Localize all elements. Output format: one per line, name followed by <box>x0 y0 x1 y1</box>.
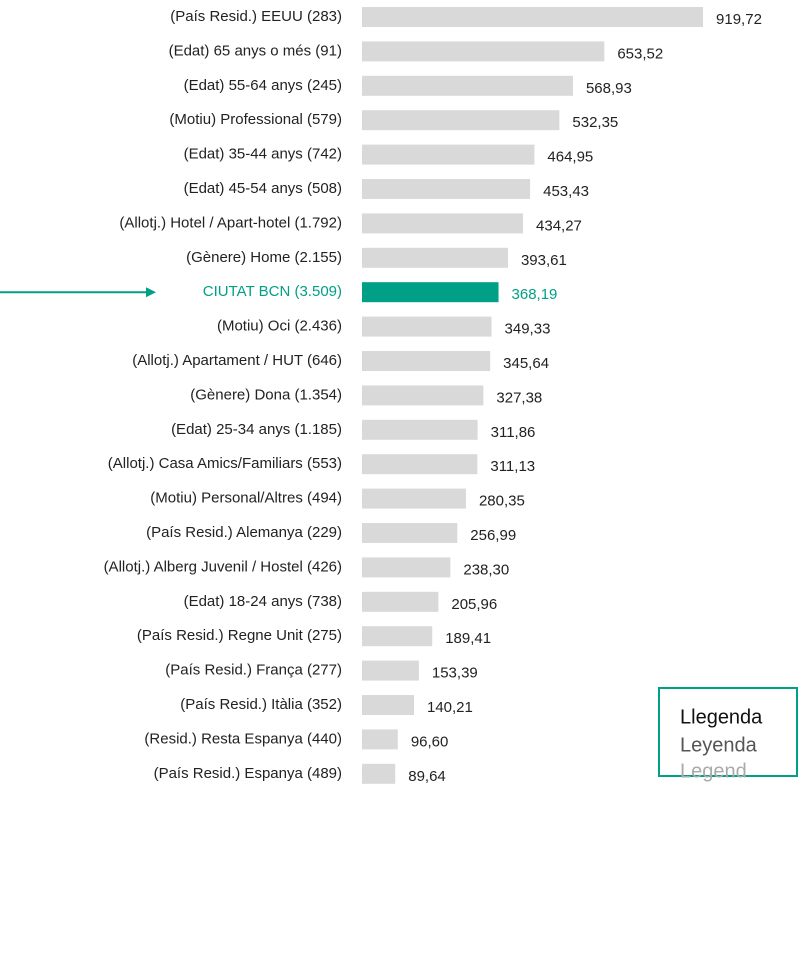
bar <box>362 213 524 234</box>
arrow-head <box>146 287 156 298</box>
value-label: 568,93 <box>586 80 632 97</box>
bar <box>362 763 396 784</box>
category-label: (Resid.) Resta Espanya (440) <box>144 730 342 747</box>
bar <box>362 179 531 199</box>
bar <box>362 729 398 750</box>
value-label: 345,64 <box>503 355 549 372</box>
value-label: 256,99 <box>470 527 516 544</box>
category-label: (País Resid.) Alemanya (229) <box>146 524 342 541</box>
category-label: (Edat) 65 anys o més (91) <box>169 42 342 59</box>
category-label: (Edat) 55-64 anys (245) <box>184 77 342 94</box>
bar <box>362 488 466 509</box>
category-label: (Allotj.) Casa Amics/Familiars (553) <box>108 455 342 472</box>
value-label: 96,60 <box>411 733 449 750</box>
category-label: (Edat) 45-54 anys (508) <box>184 180 342 197</box>
value-label: 280,35 <box>479 493 525 510</box>
value-label: 653,52 <box>617 45 663 62</box>
legend-line: Leyenda <box>680 734 758 756</box>
category-label: (Allotj.) Apartament / HUT (646) <box>132 352 342 369</box>
category-label: (País Resid.) Itàlia (352) <box>180 696 342 713</box>
category-label: (Gènere) Home (2.155) <box>186 249 342 266</box>
value-label: 368,19 <box>512 286 558 303</box>
category-label: (Motiu) Personal/Altres (494) <box>150 490 342 507</box>
bar <box>362 695 414 715</box>
bar <box>362 523 458 543</box>
value-label: 238,30 <box>463 561 509 578</box>
bar <box>362 454 478 475</box>
bar <box>362 41 605 62</box>
category-label: (Edat) 25-34 anys (1.185) <box>171 421 342 438</box>
bar <box>362 282 499 303</box>
category-label: (Edat) 35-44 anys (742) <box>184 146 342 163</box>
value-label: 532,35 <box>572 114 618 131</box>
category-label: (País Resid.) Regne Unit (275) <box>137 627 342 644</box>
category-label: (País Resid.) EEUU (283) <box>170 8 342 25</box>
category-label: (Allotj.) Hotel / Apart-hotel (1.792) <box>119 214 342 231</box>
category-label: (Motiu) Oci (2.436) <box>217 318 342 335</box>
legend-line: Legend <box>680 760 747 782</box>
category-label: (Edat) 18-24 anys (738) <box>184 593 342 610</box>
legend-line: Llegenda <box>680 706 763 728</box>
value-label: 464,95 <box>547 149 593 166</box>
value-label: 327,38 <box>496 389 542 406</box>
bar <box>362 316 492 337</box>
category-label: (Motiu) Professional (579) <box>169 111 342 128</box>
bar <box>362 591 439 612</box>
value-label: 349,33 <box>505 321 551 338</box>
category-label: (País Resid.) Espanya (489) <box>154 765 342 782</box>
value-label: 311,86 <box>491 424 536 441</box>
bar <box>362 419 478 440</box>
bar <box>362 144 535 165</box>
bar <box>362 626 433 647</box>
category-label: CIUTAT BCN (3.509) <box>203 283 342 300</box>
category-label: (País Resid.) França (277) <box>165 662 342 679</box>
bar <box>362 351 491 371</box>
value-label: 189,41 <box>445 630 491 647</box>
value-label: 89,64 <box>408 768 446 785</box>
bar <box>362 385 484 406</box>
value-label: 311,13 <box>490 458 535 475</box>
bar <box>362 660 419 681</box>
bar <box>362 247 508 268</box>
value-label: 919,72 <box>716 11 762 28</box>
value-label: 153,39 <box>432 665 478 682</box>
category-label: (Gènere) Dona (1.354) <box>190 386 342 403</box>
legend: Llegenda Leyenda Legend <box>658 687 798 782</box>
value-label: 453,43 <box>543 183 589 200</box>
bar <box>362 110 560 131</box>
value-label: 434,27 <box>536 217 582 234</box>
value-label: 140,21 <box>427 699 473 716</box>
bar <box>362 75 573 96</box>
category-label: (Allotj.) Alberg Juvenil / Hostel (426) <box>104 558 342 575</box>
legend-box <box>658 687 798 777</box>
value-label: 393,61 <box>521 252 567 269</box>
value-label: 205,96 <box>451 596 497 613</box>
bar <box>362 7 704 27</box>
bar <box>362 557 451 578</box>
